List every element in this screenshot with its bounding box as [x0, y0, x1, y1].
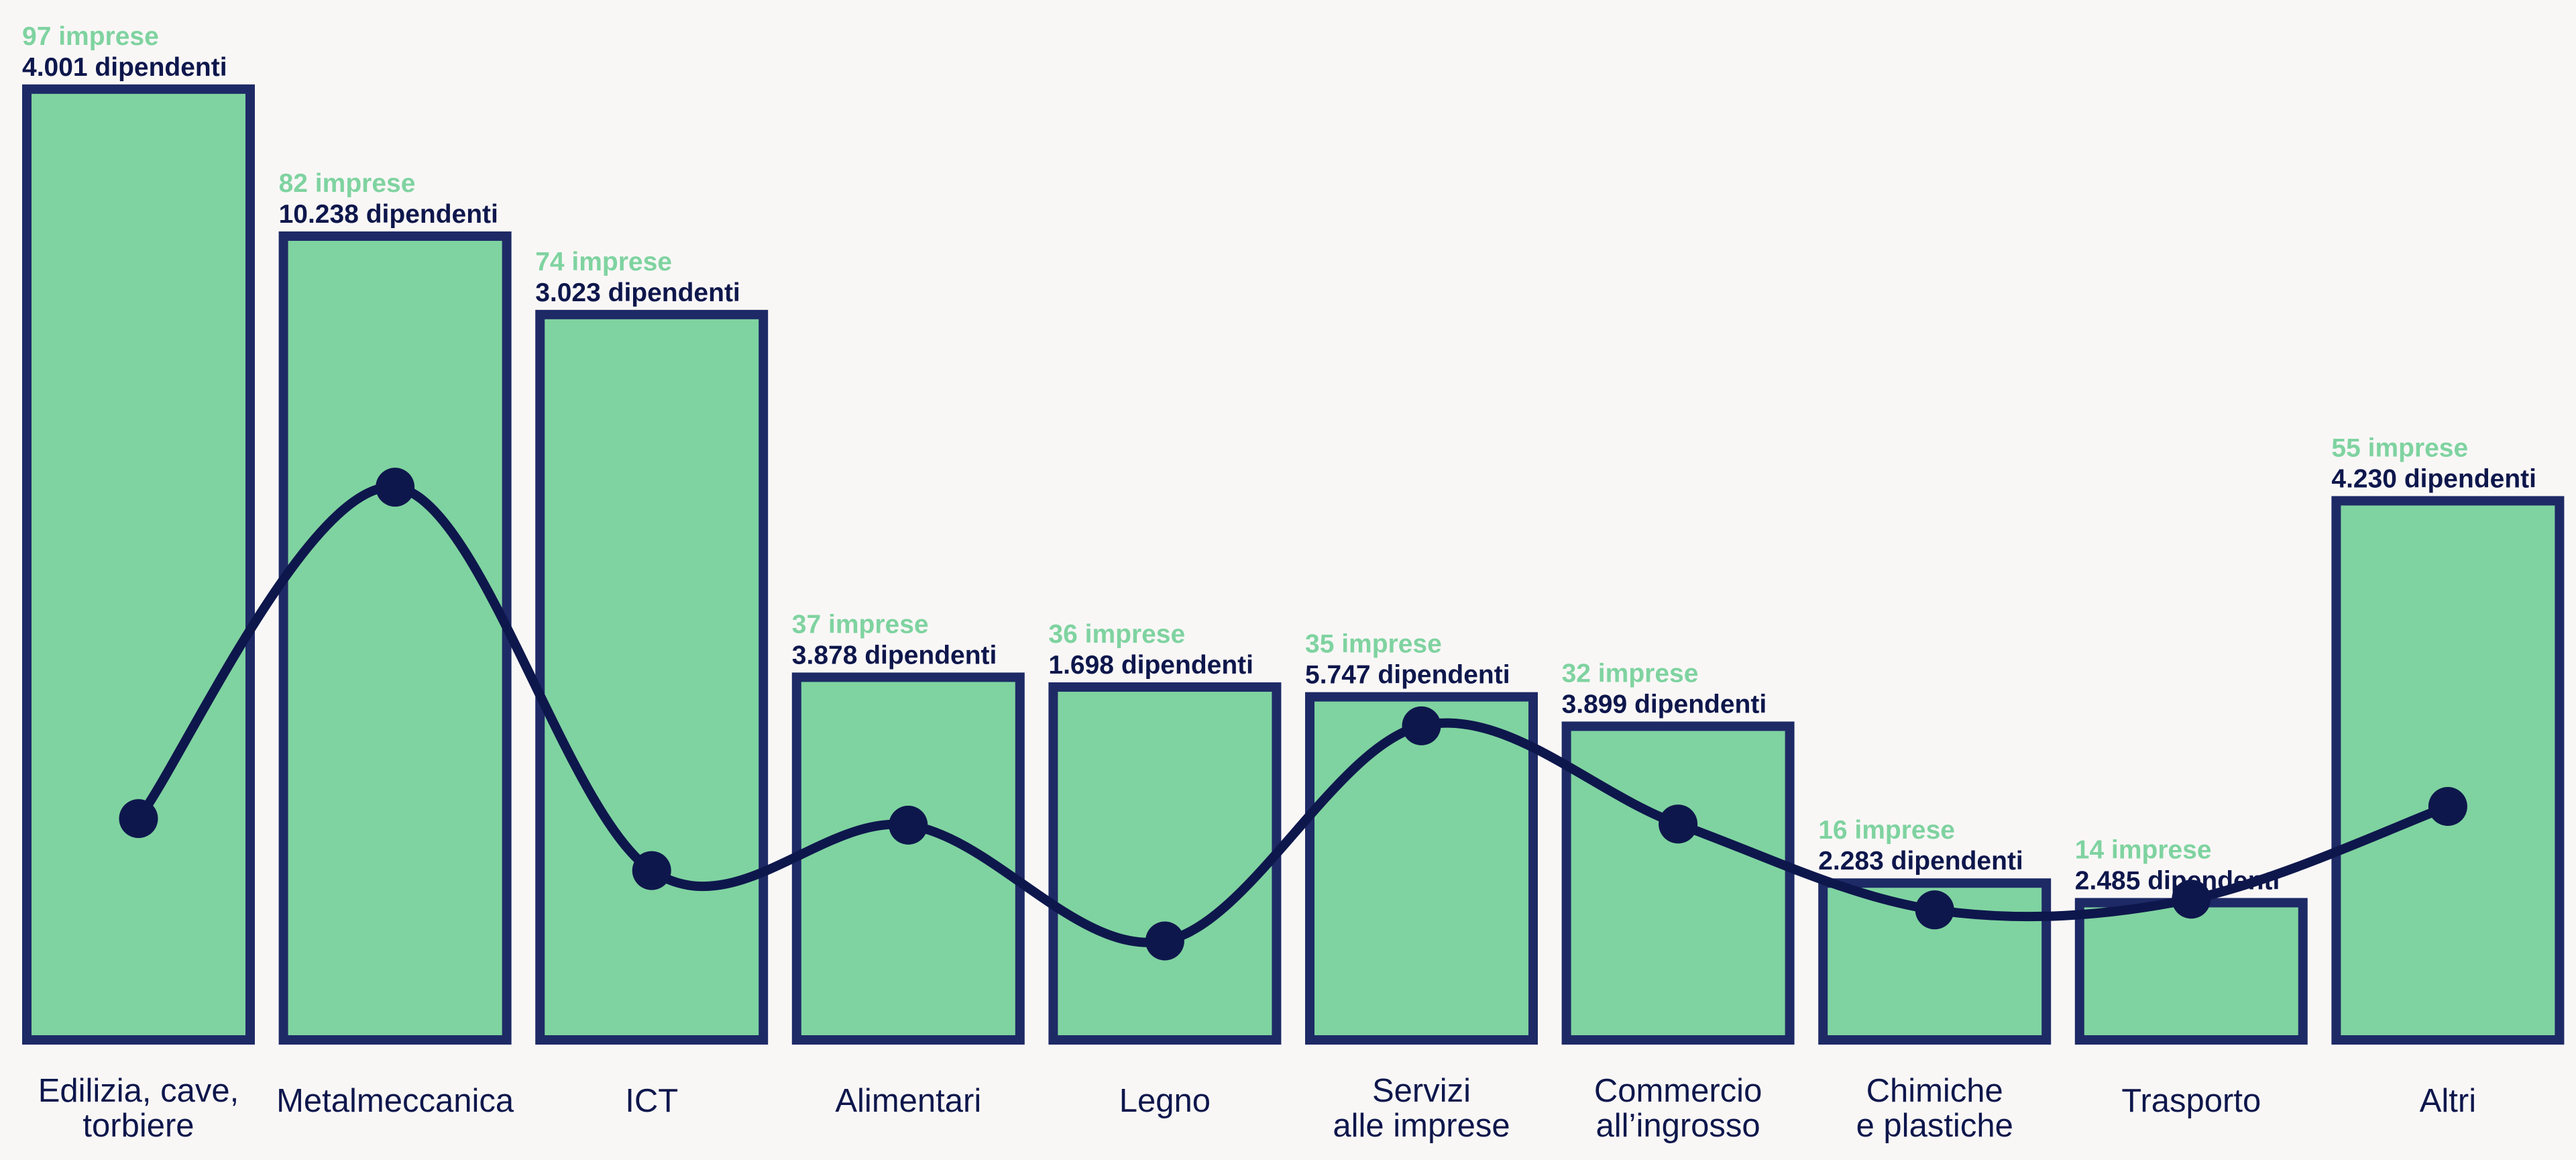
dipendenti-line: [133, 482, 2453, 947]
bar-label-dipendenti-6: 3.899 dipendenti: [1562, 690, 1767, 719]
category-label-8: Trasporto: [2121, 1083, 2261, 1119]
category-label-0-1: torbiere: [82, 1108, 194, 1144]
category-label-5-1: alle imprese: [1333, 1108, 1510, 1144]
bar-label-dipendenti-2: 3.023 dipendenti: [535, 278, 740, 307]
category-label-9: Altri: [2420, 1083, 2476, 1119]
bar-5: [1305, 692, 1538, 1045]
bar-label-imprese-3: 37 imprese: [792, 610, 929, 639]
line-point-8: [2172, 880, 2211, 919]
bar-label-imprese-0: 97 imprese: [22, 22, 159, 51]
bar-6: [1561, 721, 1795, 1045]
bar-0: [22, 84, 255, 1045]
line-point-6: [1659, 804, 1698, 844]
line-point-4: [1145, 921, 1184, 961]
line-point-2: [632, 851, 671, 890]
category-label-6-0: Commercio: [1594, 1073, 1762, 1109]
bar-label-dipendenti-5: 5.747 dipendenti: [1305, 661, 1510, 690]
bar-label-dipendenti-7: 2.283 dipendenti: [1818, 847, 2023, 876]
category-label-1: Metalmeccanica: [276, 1083, 514, 1119]
bar-label-imprese-6: 32 imprese: [1562, 659, 1699, 688]
bar-label-imprese-9: 55 imprese: [2331, 433, 2468, 462]
bar-9: [2331, 496, 2565, 1045]
category-label-4: Legno: [1119, 1083, 1211, 1119]
line-point-3: [889, 805, 928, 845]
bar-8: [2074, 898, 2308, 1045]
category-label-6-1: all’ingrosso: [1596, 1108, 1760, 1144]
category-label-7-0: Chimiche: [1866, 1073, 2003, 1109]
bar-2: [535, 309, 769, 1045]
category-label-5-0: Servizi: [1372, 1073, 1471, 1109]
bar-label-dipendenti-4: 1.698 dipendenti: [1048, 651, 1253, 680]
bar-label-dipendenti-3: 3.878 dipendenti: [792, 641, 997, 670]
bar-label-dipendenti-1: 10.238 dipendenti: [279, 200, 498, 229]
bar-label-imprese-2: 74 imprese: [535, 248, 672, 276]
line-point-9: [2428, 786, 2467, 826]
line-point-7: [1915, 890, 1954, 930]
category-label-7-1: e plastiche: [1856, 1108, 2013, 1144]
bar-1: [278, 231, 512, 1045]
bar-label-imprese-5: 35 imprese: [1305, 630, 1442, 659]
bar-label-dipendenti-0: 4.001 dipendenti: [22, 53, 227, 82]
line-point-1: [376, 468, 415, 507]
category-label-2: ICT: [625, 1083, 678, 1119]
bar-4: [1048, 682, 1282, 1045]
line-point-5: [1402, 706, 1441, 745]
bar-label-imprese-8: 14 imprese: [2075, 835, 2212, 864]
bar-label-imprese-4: 36 imprese: [1048, 620, 1185, 649]
bar-label-imprese-7: 16 imprese: [1818, 816, 1955, 845]
category-label-0-0: Edilizia, cave,: [38, 1073, 239, 1109]
line-point-0: [119, 799, 158, 839]
bar-label-imprese-1: 82 imprese: [279, 169, 416, 198]
category-label-3: Alimentari: [835, 1083, 981, 1119]
bar-label-dipendenti-9: 4.230 dipendenti: [2331, 464, 2536, 493]
